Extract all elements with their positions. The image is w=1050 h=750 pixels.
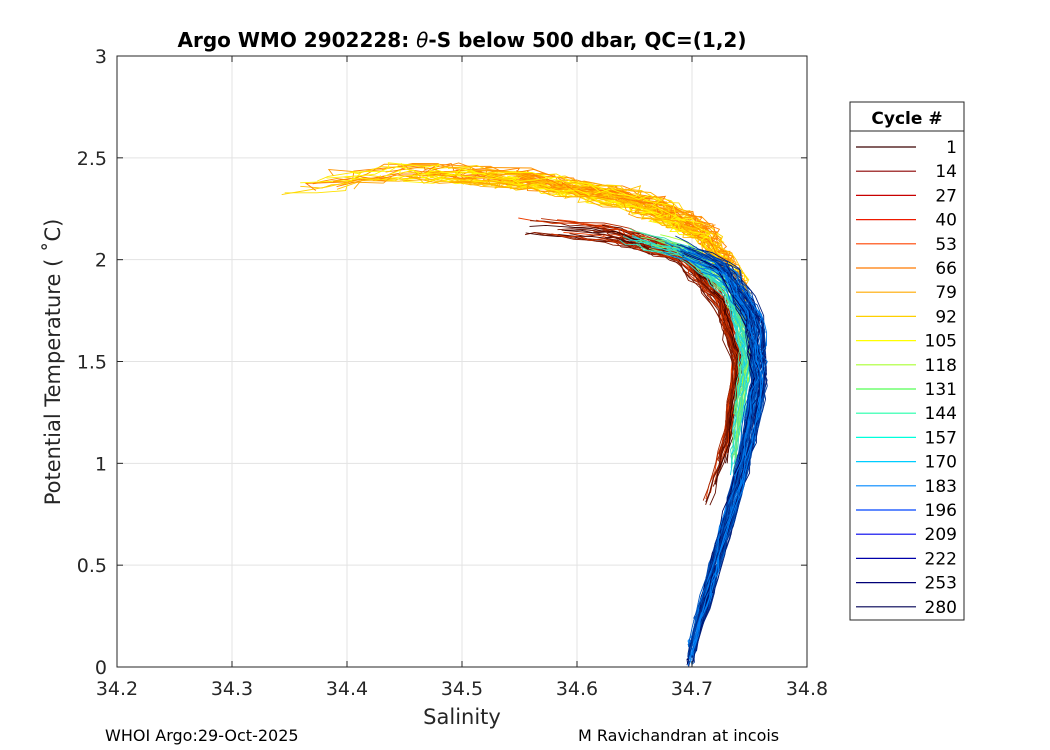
- profile-line: [333, 174, 736, 273]
- profile-lines: [281, 162, 768, 667]
- profile-line: [700, 279, 761, 606]
- legend-label: 27: [935, 186, 957, 206]
- legend-label: 1: [946, 138, 957, 158]
- profile-line: [684, 247, 759, 614]
- profile-line: [300, 162, 704, 224]
- profile-line: [702, 256, 759, 593]
- x-tick-label: 34.6: [556, 678, 598, 700]
- profile-line: [529, 179, 713, 255]
- profile-line: [622, 235, 745, 396]
- legend-title: Cycle #: [871, 109, 942, 129]
- y-tick-label: 3: [95, 46, 107, 68]
- legend-label: 157: [925, 428, 957, 448]
- legend-label: 40: [935, 211, 957, 231]
- chart-title: Argo WMO 2902228: θ-S below 500 dbar, QC…: [178, 28, 747, 52]
- y-axis-ticks: 0 0.5 1 1.5 2 2.5 3: [77, 46, 807, 679]
- profile-line: [657, 251, 748, 479]
- y-tick-label: 1.5: [77, 352, 107, 374]
- legend-label: 66: [935, 259, 957, 279]
- profile-line: [564, 229, 742, 485]
- legend-label: 196: [925, 501, 957, 521]
- legend-label: 53: [935, 235, 957, 255]
- profile-line: [668, 249, 746, 476]
- x-axis-ticks: 34.2 34.3 34.4 34.5 34.6 34.7 34.8: [96, 56, 828, 700]
- legend: Cycle # 1 14 27 40 53 66 79 92 105 118 131 144 157 17…: [849, 101, 965, 621]
- footer-right: M Ravichandran at incois: [578, 726, 779, 745]
- profile-line: [584, 229, 737, 462]
- y-tick-label: 0.5: [77, 555, 107, 577]
- legend-label: 118: [925, 356, 957, 376]
- profile-line: [619, 239, 744, 437]
- y-tick-label: 2: [95, 250, 107, 272]
- legend-label: 183: [925, 477, 957, 497]
- profile-line: [683, 252, 754, 596]
- x-axis-label: Salinity: [423, 705, 501, 729]
- x-tick-label: 34.5: [441, 678, 483, 700]
- x-tick-label: 34.7: [671, 678, 713, 700]
- legend-label: 14: [935, 162, 957, 182]
- legend-entries: 1 14 27 40 53 66 79 92 105 118 131 144 157 170 183 196 2…: [856, 138, 957, 618]
- legend-label: 131: [925, 380, 957, 400]
- legend-label: 280: [925, 598, 957, 618]
- profile-line: [703, 267, 764, 612]
- legend-label: 105: [925, 332, 957, 352]
- legend-label: 92: [935, 307, 957, 327]
- x-tick-label: 34.2: [96, 678, 138, 700]
- profile-line: [697, 292, 755, 607]
- footer-left: WHOI Argo:29-Oct-2025: [105, 726, 299, 745]
- y-tick-label: 2.5: [77, 148, 107, 170]
- x-tick-label: 34.3: [211, 678, 253, 700]
- profile-line: [326, 162, 710, 233]
- profile-line: [679, 253, 759, 655]
- legend-label: 222: [925, 549, 957, 569]
- legend-label: 79: [935, 283, 957, 303]
- profile-line: [383, 169, 718, 258]
- x-tick-label: 34.8: [786, 678, 828, 700]
- legend-label: 170: [925, 453, 957, 473]
- y-tick-label: 1: [95, 453, 107, 475]
- profile-line: [327, 162, 727, 263]
- y-tick-label: 0: [95, 657, 107, 679]
- y-axis-label: Potential Temperature ( ˚C): [41, 219, 65, 506]
- legend-label: 209: [925, 525, 957, 545]
- legend-label: 253: [925, 574, 957, 594]
- x-tick-label: 34.4: [326, 678, 368, 700]
- legend-label: 144: [925, 404, 957, 424]
- profile-line: [429, 169, 730, 263]
